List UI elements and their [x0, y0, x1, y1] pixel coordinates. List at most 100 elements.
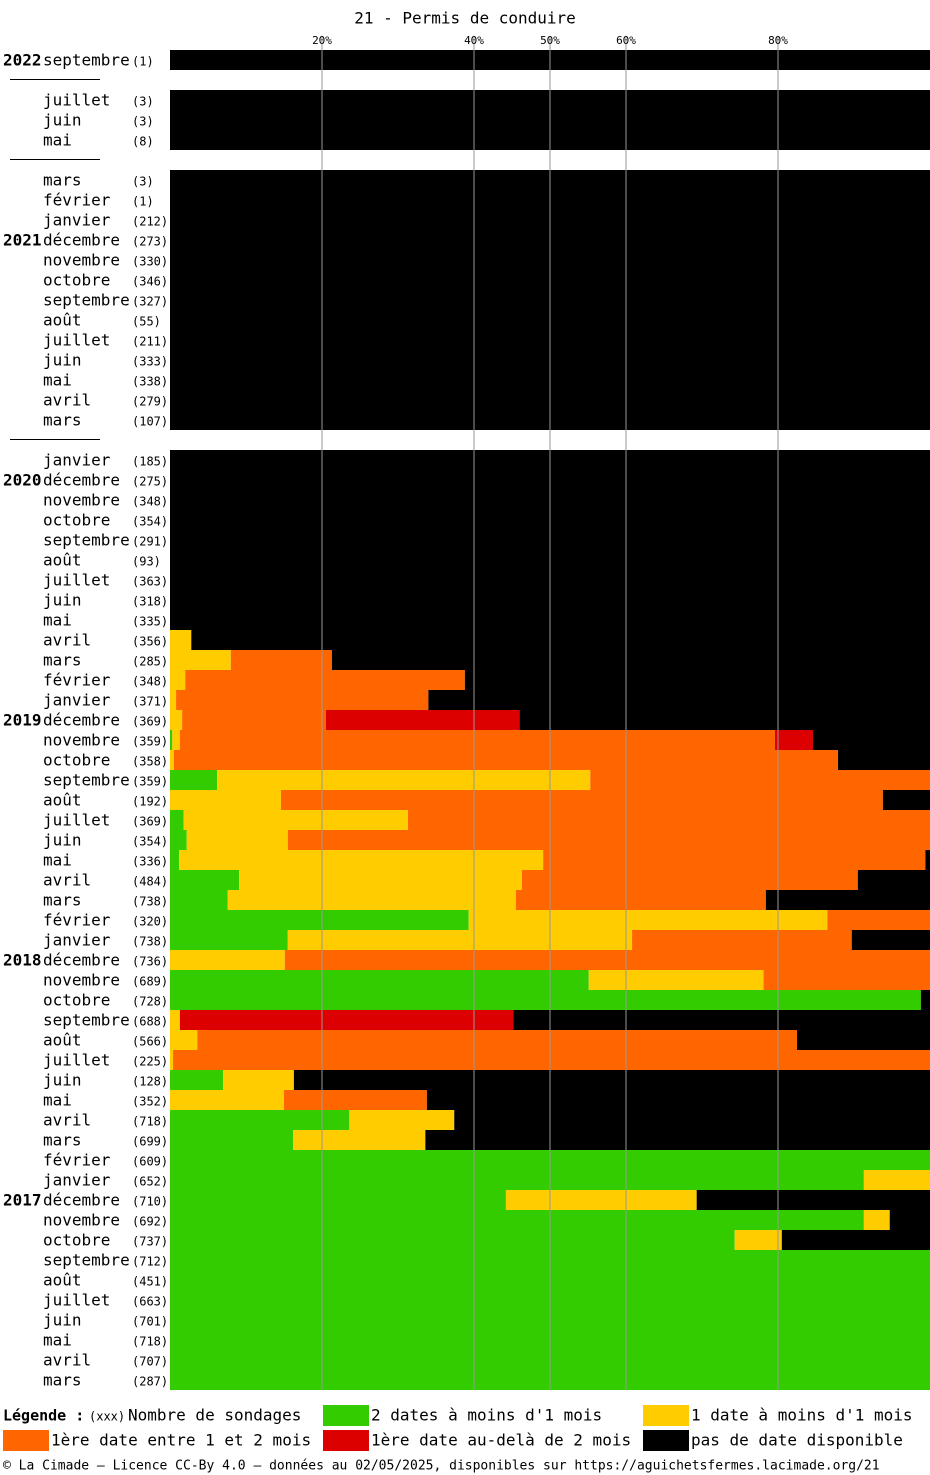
bar-segment [293, 1130, 426, 1150]
bar-segment [763, 970, 930, 990]
month-label: janvier [43, 211, 111, 230]
month-label: juillet [43, 1051, 110, 1070]
bar-segment [734, 1230, 782, 1250]
bar-segment [632, 930, 852, 950]
chart-title: 21 - Permis de conduire [354, 9, 576, 28]
count-label: (211) [132, 335, 168, 349]
month-label: mars [43, 1371, 82, 1390]
bar-segment [197, 1030, 798, 1050]
count-label: (128) [132, 1075, 168, 1089]
count-label: (333) [132, 355, 168, 369]
bar-segment [170, 1010, 180, 1030]
bar-segment [170, 770, 218, 790]
month-label: janvier [43, 1171, 111, 1190]
month-label: février [43, 911, 111, 930]
bar-segment [170, 950, 285, 970]
bar-segment [179, 850, 544, 870]
bar-segment [468, 910, 828, 930]
month-label: avril [43, 871, 91, 890]
bar-segment [172, 730, 180, 750]
bar-segment [170, 850, 180, 870]
bar-segment [239, 870, 522, 890]
count-label: (369) [132, 715, 168, 729]
month-label: octobre [43, 271, 110, 290]
bar-segment [185, 670, 465, 690]
bar-segment [513, 1010, 930, 1030]
legend-count-label: Nombre de sondages [128, 1406, 301, 1425]
bar-segment [191, 630, 930, 650]
month-label: avril [43, 631, 91, 650]
month-label: juin [43, 1071, 82, 1090]
count-label: (330) [132, 255, 168, 269]
bar-segment [170, 1030, 198, 1050]
bar-segment [349, 1110, 455, 1130]
bar-segment [797, 1030, 930, 1050]
bar-segment [920, 990, 930, 1010]
year-label: 2018 [3, 951, 42, 970]
bar-segment [186, 830, 288, 850]
legend-label: 1ère date entre 1 et 2 mois [51, 1431, 311, 1450]
month-label: février [43, 191, 111, 210]
bar-segment [287, 830, 930, 850]
month-label: octobre [43, 751, 110, 770]
count-label: (185) [132, 455, 168, 469]
count-label: (93) [132, 555, 161, 569]
bar-segment [428, 690, 930, 710]
count-label: (287) [132, 1375, 168, 1389]
count-label: (192) [132, 795, 168, 809]
month-label: octobre [43, 511, 110, 530]
bar-segment [521, 870, 858, 890]
month-label: septembre [43, 531, 130, 550]
month-label: décembre [43, 711, 120, 730]
month-label: février [43, 1151, 111, 1170]
count-label: (320) [132, 915, 168, 929]
count-label: (359) [132, 735, 168, 749]
month-label: août [43, 791, 82, 810]
bar-segment [173, 750, 839, 770]
bar-segment [183, 810, 408, 830]
month-label: février [43, 671, 111, 690]
count-label: (107) [132, 415, 168, 429]
month-label: juillet [43, 91, 110, 110]
count-label: (354) [132, 835, 168, 849]
bar-segment [170, 650, 231, 670]
count-label: (338) [132, 375, 168, 389]
x-tick-label: 60% [616, 34, 636, 47]
month-label: juin [43, 1311, 82, 1330]
bar-segment [293, 1070, 930, 1090]
month-label: novembre [43, 1211, 120, 1230]
bar-segment [217, 770, 591, 790]
legend-swatch [323, 1405, 369, 1426]
month-label: mai [43, 851, 72, 870]
bar-segment [889, 1210, 930, 1230]
count-label: (3) [132, 175, 154, 189]
month-label: avril [43, 1351, 91, 1370]
bar-segment [170, 630, 192, 650]
month-label: juin [43, 591, 82, 610]
bar-segment [170, 1070, 224, 1090]
month-label: novembre [43, 731, 120, 750]
footer: © La Cimade — Licence CC-By 4.0 — donnée… [3, 1459, 880, 1474]
bar-segment [284, 1090, 427, 1110]
month-label: mai [43, 131, 72, 150]
bar-segment [425, 1130, 930, 1150]
x-tick-label: 50% [540, 34, 560, 47]
count-label: (736) [132, 955, 168, 969]
year-label: 2019 [3, 711, 42, 730]
bar-segment [280, 790, 883, 810]
bar-segment [179, 1010, 514, 1030]
count-label: (291) [132, 535, 168, 549]
count-label: (1) [132, 55, 154, 69]
x-tick-label: 80% [768, 34, 788, 47]
bar-segment [230, 650, 332, 670]
count-label: (369) [132, 815, 168, 829]
count-label: (335) [132, 615, 168, 629]
bar-segment [170, 790, 281, 810]
count-label: (285) [132, 655, 168, 669]
count-label: (718) [132, 1115, 168, 1129]
month-label: décembre [43, 231, 120, 250]
month-label: juillet [43, 571, 110, 590]
bar-segment [857, 870, 930, 890]
count-label: (346) [132, 275, 168, 289]
